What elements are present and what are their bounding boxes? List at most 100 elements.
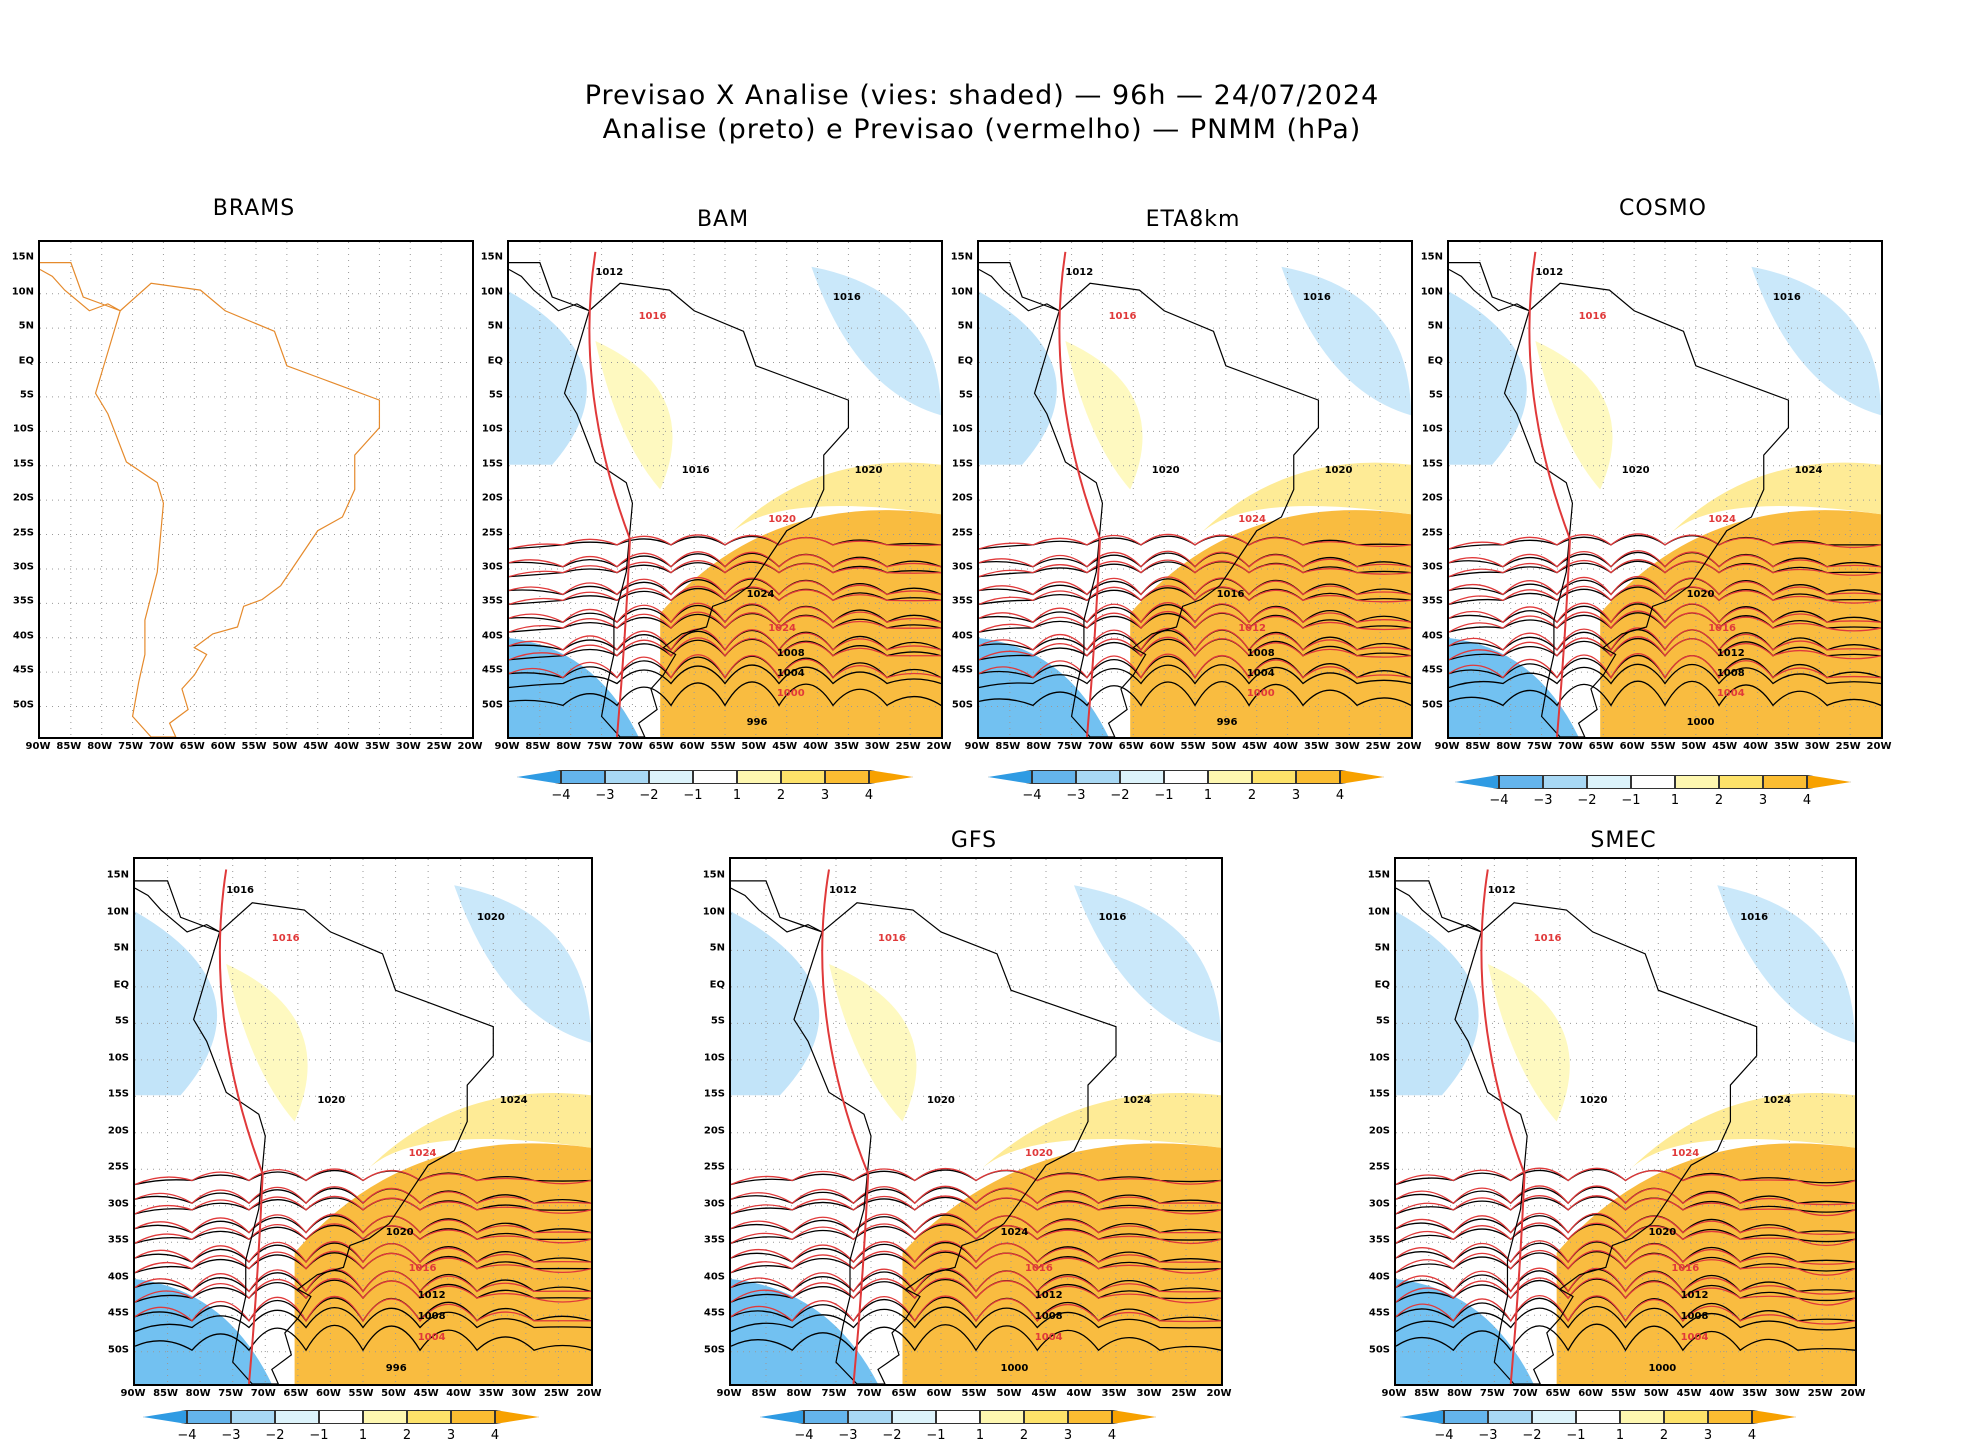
lat-axis-eta8km: 15N 10N 5N EQ 5S 10S 15S 20S 25S 30S 35S 40S 45S 50S xyxy=(937,240,973,735)
isobar-label: 1016 xyxy=(1740,911,1769,923)
isobar-label: 1012 xyxy=(1716,647,1745,659)
lon-tick-label: 80W xyxy=(1447,1388,1473,1399)
lon-tick-label: 75W xyxy=(821,1388,847,1399)
lat-tick-label: 5S xyxy=(958,389,973,401)
colorbar-swatch xyxy=(1068,1410,1112,1424)
colorbar-swatch xyxy=(1587,775,1631,789)
lon-tick-label: 60W xyxy=(1578,1388,1604,1399)
lon-tick-label: 35W xyxy=(364,741,390,752)
colorbar-swatch xyxy=(1208,770,1252,784)
lon-tick-label: 75W xyxy=(1527,741,1553,752)
lat-axis-blank: 15N 10N 5N EQ 5S 10S 15S 20S 25S 30S 35S 40S 45S 50S xyxy=(93,857,129,1382)
lat-tick-label: 25S xyxy=(481,527,503,539)
isobar-label: 1016 xyxy=(1708,623,1737,635)
colorbar-label: −1 xyxy=(1154,788,1174,803)
isobar-label: 1020 xyxy=(927,1095,955,1107)
lon-tick-label: 30W xyxy=(1334,741,1360,752)
lat-tick-label: 15S xyxy=(1368,1088,1390,1100)
lat-tick-label: EQ xyxy=(113,979,129,991)
isobar-label: 1000 xyxy=(1000,1363,1029,1374)
lat-tick-label: 35S xyxy=(951,595,973,607)
isobar-label: 1024 xyxy=(1763,1095,1792,1107)
colorbar-swatch xyxy=(561,770,605,784)
colorbar-swatch xyxy=(1752,1410,1796,1424)
lon-tick-label: 65W xyxy=(648,741,674,752)
isobar-label: 1012 xyxy=(1034,1289,1063,1301)
lat-tick-label: 40S xyxy=(1368,1271,1390,1283)
lat-tick-label: 15N xyxy=(11,251,34,263)
lon-tick-label: 70W xyxy=(1512,1388,1538,1399)
lat-tick-label: 30S xyxy=(1368,1198,1390,1210)
colorbar-swatch xyxy=(319,1410,363,1424)
colorbar-swatch xyxy=(1340,770,1384,784)
lat-tick-label: 45S xyxy=(107,1307,129,1319)
lat-tick-label: 5N xyxy=(1427,320,1443,332)
lat-tick-label: EQ xyxy=(957,355,973,367)
lon-tick-label: 65W xyxy=(1545,1388,1571,1399)
isobar-label: 1004 xyxy=(1034,1331,1063,1343)
isobar-label: 1024 xyxy=(499,1095,528,1107)
lon-tick-label: 90W xyxy=(1434,741,1460,752)
colorbar-swatch xyxy=(869,770,913,784)
lon-tick-label: 60W xyxy=(315,1388,341,1399)
isobar-label: 1020 xyxy=(1579,1095,1608,1107)
map-eta8km: 1012 1016 1016 1020 1024 1020 1016 1012 1008 1004… xyxy=(977,240,1413,739)
lon-tick-label: 35W xyxy=(833,741,859,752)
lon-tick-label: 75W xyxy=(118,741,144,752)
lat-tick-label: 45S xyxy=(481,664,503,676)
lat-tick-label: 20S xyxy=(107,1125,129,1137)
lat-tick-label: 45S xyxy=(951,664,973,676)
lon-tick-label: 45W xyxy=(1676,1388,1702,1399)
map-cosmo: 1012 1016 1016 1020 1024 1024 1020 1016 1012 1008… xyxy=(1447,240,1883,739)
colorbar-swatch xyxy=(1708,1410,1752,1424)
lat-tick-label: 25S xyxy=(951,527,973,539)
lon-tick-label: 60W xyxy=(1619,741,1645,752)
lat-axis-cosmo: 15N 10N 5N EQ 5S 10S 15S 20S 25S 30S 35S 40S 45S 50S xyxy=(1407,240,1443,735)
lon-tick-label: 20W xyxy=(1396,741,1422,752)
isobar-label: 1020 xyxy=(768,514,797,526)
isobar-label: 1016 xyxy=(1025,1263,1053,1275)
isobar-label: 1024 xyxy=(1708,514,1737,526)
lat-tick-label: 5N xyxy=(18,320,34,332)
colorbar-swatch xyxy=(1631,775,1675,789)
map-gfs: 1012 1016 1016 1020 1020 1024 1024 1016 1012 1008… xyxy=(729,857,1223,1386)
lat-tick-label: EQ xyxy=(709,979,725,991)
colorbar-swatch xyxy=(495,1410,539,1424)
colorbar-bam: −4 −3 −2 −1 1 2 3 4 xyxy=(517,770,913,806)
lat-tick-label: 25S xyxy=(703,1161,725,1173)
lat-tick-label: EQ xyxy=(18,355,34,367)
lon-tick-label: 40W xyxy=(1273,741,1299,752)
lon-tick-label: 55W xyxy=(961,1388,987,1399)
lat-tick-label: 5S xyxy=(710,1015,725,1027)
lat-tick-label: 30S xyxy=(12,561,34,573)
lat-tick-label: 5S xyxy=(19,389,34,401)
colorbar-swatch xyxy=(1296,770,1340,784)
lon-tick-label: 80W xyxy=(556,741,582,752)
isobar-label: 1008 xyxy=(1246,647,1275,659)
lat-tick-label: 45S xyxy=(12,664,34,676)
lat-tick-label: 30S xyxy=(107,1198,129,1210)
isobar-label: 1020 xyxy=(477,911,505,923)
colorbar-swatch xyxy=(1112,1410,1156,1424)
lon-tick-label: 30W xyxy=(511,1388,537,1399)
lon-tick-label: 85W xyxy=(1414,1388,1440,1399)
isobar-label: 1012 xyxy=(1535,266,1564,278)
colorbar-swatch xyxy=(1532,1410,1576,1424)
colorbar-swatch xyxy=(1455,775,1499,789)
colorbar-swatch xyxy=(781,770,825,784)
lat-tick-label: 15S xyxy=(1421,458,1443,470)
lon-tick-label: 25W xyxy=(895,741,921,752)
isobar-label: 1008 xyxy=(1034,1310,1063,1322)
isobar-label: 1024 xyxy=(408,1147,437,1159)
isobar-label: 1004 xyxy=(417,1331,446,1343)
lat-tick-label: EQ xyxy=(1374,979,1390,991)
lon-tick-label: 75W xyxy=(218,1388,244,1399)
lon-tick-label: 65W xyxy=(179,741,205,752)
lat-tick-label: 50S xyxy=(1421,699,1443,711)
panel-title-bam: BAM xyxy=(696,207,750,232)
colorbar-label: 1 xyxy=(1203,788,1213,803)
colorbar-swatch xyxy=(825,770,869,784)
lat-tick-label: 30S xyxy=(1421,561,1443,573)
isobar-label: 1024 xyxy=(1238,514,1267,526)
lon-tick-label: 70W xyxy=(148,741,174,752)
